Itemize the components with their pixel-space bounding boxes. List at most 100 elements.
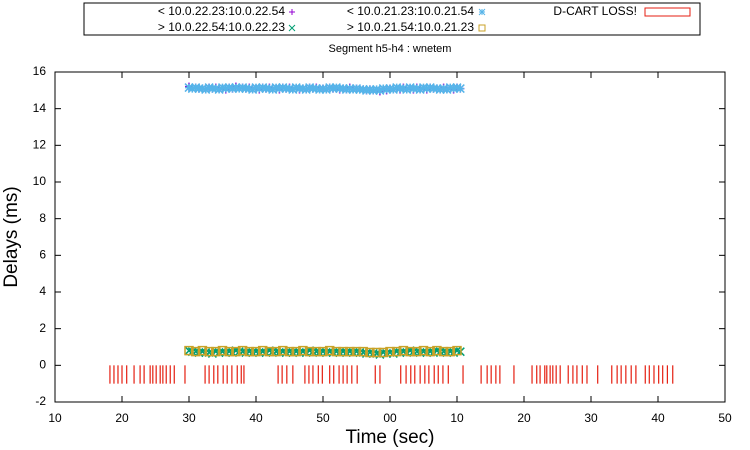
y-tick-label: 2 (39, 321, 46, 335)
data-point (271, 83, 281, 93)
data-point (288, 84, 298, 95)
x-tick-label: 00 (383, 411, 397, 425)
data-point (254, 84, 264, 94)
data-point (382, 84, 392, 95)
legend-label: D-CART LOSS! (553, 4, 637, 18)
data-point (372, 84, 382, 94)
x-tick-label: 30 (584, 411, 598, 425)
data-point (378, 347, 389, 358)
data-point (274, 84, 284, 94)
data-point (338, 83, 348, 94)
y-axis-label: Delays (ms) (1, 186, 22, 287)
data-point (257, 345, 268, 356)
data-point (388, 84, 398, 95)
data-point (258, 83, 268, 93)
data-point (217, 345, 228, 356)
data-point (439, 83, 449, 94)
data-point (197, 345, 208, 356)
x-tick-label: 40 (249, 411, 263, 425)
data-point (197, 83, 207, 94)
data-point (291, 83, 301, 93)
data-point (449, 84, 459, 94)
data-point (271, 346, 281, 357)
data-point (361, 85, 372, 95)
y-tick-label: 8 (39, 211, 46, 225)
data-point (244, 83, 254, 94)
x-tick-label: 50 (718, 411, 732, 425)
y-tick-label: -2 (35, 394, 46, 408)
data-point (234, 84, 244, 94)
data-point (187, 84, 197, 94)
data-point (412, 83, 422, 94)
data-point (405, 83, 415, 93)
data-point (358, 84, 368, 94)
data-point (415, 84, 425, 95)
data-point (268, 84, 278, 95)
y-tick-label: 16 (33, 64, 47, 78)
y-tick-label: 0 (39, 358, 46, 372)
data-point (238, 83, 248, 93)
data-point (324, 345, 335, 356)
x-tick-label: 20 (115, 411, 129, 425)
legend-marker (289, 9, 295, 15)
x-tick-label: 50 (316, 411, 330, 425)
data-point (345, 83, 355, 94)
data-point (418, 345, 429, 356)
data-point (291, 346, 301, 357)
data-point (392, 83, 402, 93)
data-point (184, 83, 194, 93)
y-tick-label: 6 (39, 248, 46, 262)
data-point (331, 83, 341, 93)
legend-label: > 10.0.22.54:10.0.22.23 (158, 20, 285, 34)
data-point (184, 345, 194, 356)
data-point (201, 84, 211, 95)
data-point (378, 83, 388, 94)
data-point (391, 346, 402, 357)
data-point (435, 84, 445, 95)
data-point (432, 83, 442, 94)
data-point (325, 83, 335, 93)
data-point (278, 345, 288, 356)
data-point (365, 84, 375, 94)
data-point (190, 346, 201, 357)
data-point (298, 345, 308, 356)
data-point (214, 84, 224, 95)
x-tick-label: 40 (651, 411, 665, 425)
data-point (248, 84, 258, 95)
data-point (455, 84, 465, 94)
legend-label: < 10.0.22.23:10.0.22.54 (158, 4, 285, 18)
data-point (418, 83, 429, 93)
data-point (412, 346, 422, 357)
chart-title: Segment h5-h4 : wnetem (329, 43, 452, 55)
data-point (217, 83, 228, 93)
data-point (321, 84, 331, 95)
data-point (221, 84, 231, 94)
data-point (358, 346, 368, 357)
data-point (425, 83, 435, 93)
legend-box (83, 2, 701, 36)
y-tick-label: 12 (33, 138, 47, 152)
data-point (385, 83, 395, 94)
x-tick-label: 30 (182, 411, 196, 425)
data-point (301, 84, 311, 95)
data-point (224, 83, 234, 93)
x-tick-label: 20 (517, 411, 531, 425)
data-point (422, 84, 432, 94)
data-point (251, 83, 261, 93)
data-point (425, 346, 435, 357)
data-point (452, 345, 462, 356)
legend-marker (478, 8, 486, 16)
data-point (445, 83, 455, 93)
x-axis-label: Time (sec) (345, 427, 434, 448)
data-point (204, 83, 214, 93)
data-point (375, 85, 385, 95)
data-point (231, 83, 241, 93)
data-point (368, 85, 378, 95)
y-tick-label: 14 (33, 101, 47, 115)
data-point (402, 84, 412, 95)
legend-label: < 10.0.21.23:10.0.21.54 (347, 4, 474, 18)
data-point (305, 83, 315, 93)
legend-marker (288, 24, 296, 32)
legend-marker (644, 7, 691, 17)
data-point (315, 84, 325, 95)
